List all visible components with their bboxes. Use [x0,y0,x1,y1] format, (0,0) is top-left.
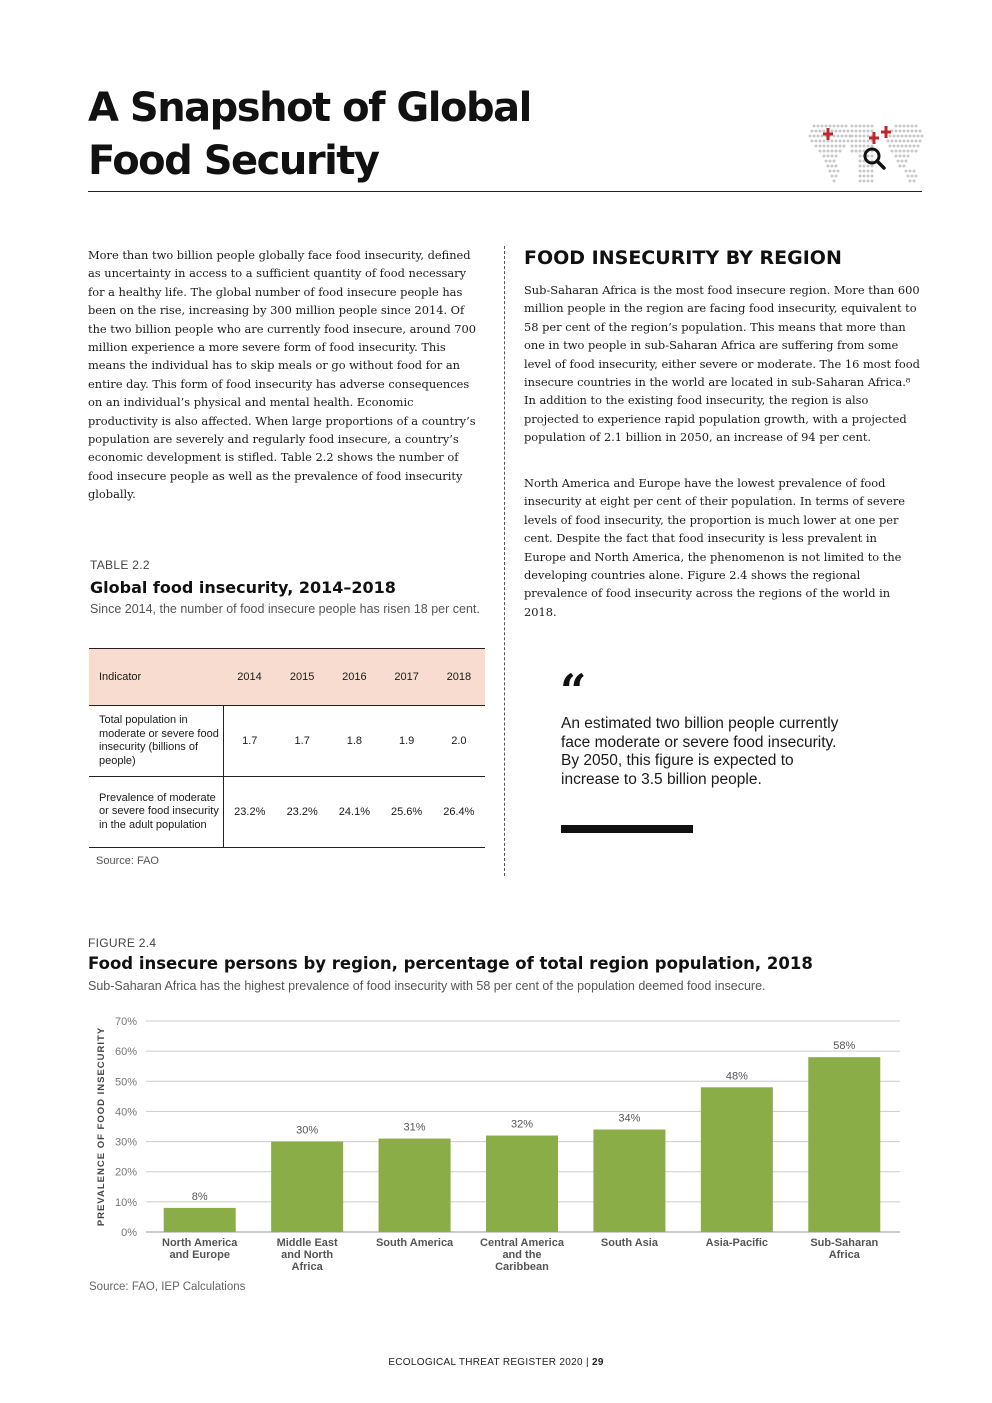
table-header-indicator: Indicator [89,648,223,706]
quote-mark-icon: “ [560,664,587,718]
region-paragraph-1: Sub-Saharan Africa is the most food inse… [524,283,920,445]
table-row: Prevalence of moderate or severe food in… [89,776,485,848]
food-insecurity-bar-chart: PREVALENCE OF FOOD INSECURITY 0% 10% 20% 30%… [96,1016,900,1273]
bar-data-label: 58% [833,1040,855,1052]
table-title: Global food insecurity, 2014–2018 [90,578,396,597]
bar-data-label: 8% [192,1191,208,1203]
y-tick-label: 30% [115,1137,137,1149]
table-cell: 24.1% [328,776,381,848]
title-divider [88,191,922,192]
page-title-line-2: Food Security [88,138,380,184]
y-tick-label: 50% [115,1076,137,1088]
region-paragraph-2: North America and Europe have the lowest… [524,476,906,619]
bar [593,1129,666,1232]
y-tick-label: 60% [115,1046,137,1058]
table-source: Source: FAO [96,855,159,867]
region-section-heading: FOOD INSECURITY BY REGION [524,247,842,269]
table-label: TABLE 2.2 [90,558,150,572]
table-subtitle: Since 2014, the number of food insecure … [90,602,480,616]
bar [700,1087,773,1232]
table-cell-indicator: Total population in moderate or severe f… [89,705,224,777]
figure-subtitle: Sub-Saharan Africa has the highest preva… [88,979,766,993]
figure-source: Source: FAO, IEP Calculations [89,1281,246,1293]
x-tick-label: Sub-Saharan Africa [810,1237,878,1261]
table-header-row: Indicator 2014 2015 2016 2017 2018 [89,648,485,706]
table-cell: 2.0 [432,705,485,777]
bar-data-label: 32% [511,1119,533,1131]
table-cell: 1.8 [328,705,381,777]
table-row: Total population in moderate or severe f… [89,705,485,777]
table-header-year: 2017 [380,648,433,706]
table-cell: 1.7 [276,705,329,777]
table-cell: 25.6% [380,776,433,848]
y-axis-title: PREVALENCE OF FOOD INSECURITY [96,1027,107,1226]
bar [486,1135,558,1232]
bar-data-label: 30% [296,1125,318,1137]
pull-quote-text: An estimated two billion people currentl… [561,715,839,788]
bar-data-label: 31% [404,1122,426,1134]
table-cell: 1.7 [223,705,277,777]
footer-separator: | [585,1357,589,1368]
column-divider [504,246,505,876]
pull-quote-bar [561,825,693,833]
page-footer: ECOLOGICAL THREAT REGISTER 2020 | 29 [0,1357,992,1368]
page-title-line-1: A Snapshot of Global [88,85,532,131]
page-number: 29 [591,1357,604,1368]
bar [271,1141,344,1232]
table-header-year: 2014 [223,648,277,706]
y-tick-label: 0% [121,1227,137,1239]
table-cell: 1.9 [380,705,433,777]
table-cell: 23.2% [276,776,329,848]
figure-label: FIGURE 2.4 [88,936,157,950]
x-tick-label: North America and Europe [162,1237,238,1261]
x-tick-label: South America [376,1237,454,1249]
table-header-year: 2016 [328,648,381,706]
world-map-magnifier-icon [808,124,924,183]
x-tick-label: Middle East and North Africa [277,1237,338,1273]
y-tick-label: 20% [115,1167,137,1179]
footer-publication: ECOLOGICAL THREAT REGISTER 2020 [388,1357,583,1368]
y-tick-label: 40% [115,1106,137,1118]
table-cell: 26.4% [432,776,485,848]
x-tick-label: Asia-Pacific [706,1237,768,1249]
bar-data-label: 48% [726,1070,748,1082]
food-insecurity-table: Indicator 2014 2015 2016 2017 2018 Total… [89,648,485,848]
table-cell-indicator: Prevalence of moderate or severe food in… [89,776,224,848]
y-tick-label: 70% [115,1016,137,1028]
bar [808,1057,881,1232]
table-header-year: 2015 [276,648,329,706]
y-tick-label: 10% [115,1197,137,1209]
x-tick-label: South Asia [601,1237,659,1249]
bar [378,1138,451,1232]
table-cell: 23.2% [223,776,277,848]
figure-title: Food insecure persons by region, percent… [88,954,813,973]
bar [163,1207,236,1232]
x-tick-label: Central America and the Caribbean [480,1237,565,1273]
intro-paragraph: More than two billion people globally fa… [88,248,477,502]
bar-data-label: 34% [618,1113,640,1125]
table-header-year: 2018 [432,648,485,706]
page-title: A Snapshot of Global Food Security [88,82,648,188]
